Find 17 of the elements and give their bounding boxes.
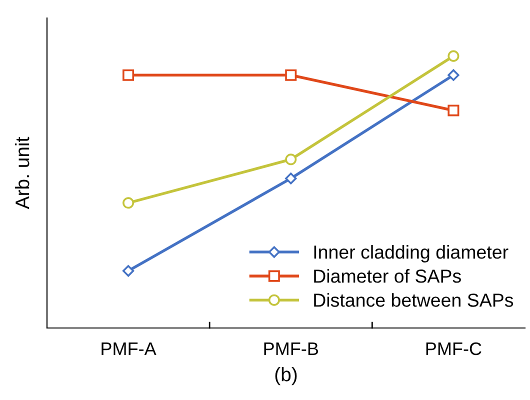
x-tick-label: PMF-B [264, 342, 318, 355]
x-axis-title: (b) [275, 367, 297, 386]
point [285, 69, 297, 81]
point [448, 50, 460, 62]
legend-label: Inner cladding diameter [314, 244, 508, 262]
point [448, 104, 460, 116]
point [122, 69, 134, 81]
x-tick-label: PMF-C [426, 342, 482, 356]
point [122, 265, 134, 277]
legend-label: Diameter of SAPs [314, 269, 461, 283]
point [285, 154, 297, 166]
x-tick-label: PMF-A [102, 342, 156, 355]
point [448, 69, 460, 81]
legend-label: Distance between SAPs [314, 293, 514, 307]
point [285, 172, 297, 184]
y-axis-title: Arb. unit [14, 136, 30, 210]
point [122, 197, 134, 209]
